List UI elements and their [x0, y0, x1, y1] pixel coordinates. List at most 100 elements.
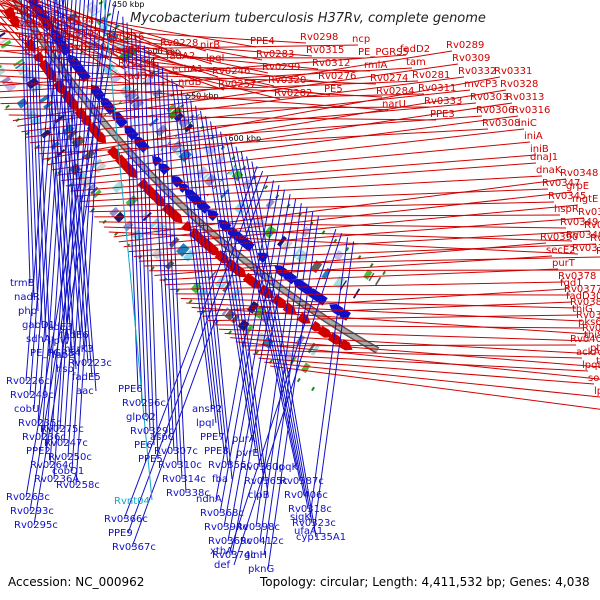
map-title: Mycobacterium tuberculosis H37Rv, comple…: [130, 11, 486, 26]
category-block: [40, 129, 51, 139]
reverse-gene-label: glnH: [244, 550, 267, 561]
reverse-leader-line: [263, 211, 314, 556]
track-marker: [5, 104, 10, 109]
category-block: [352, 288, 361, 299]
forward-gene: [9, 15, 20, 28]
forward-leader-line: [0, 44, 359, 52]
reverse-leader-line: [267, 216, 319, 570]
forward-gene-label: Rv0328: [500, 79, 538, 90]
reverse-leader-line: [58, 0, 89, 364]
track-marker: [369, 263, 374, 268]
forward-leader-line: [186, 302, 583, 322]
forward-leader-line: [4, 106, 431, 110]
reverse-leader-line: [37, 0, 69, 424]
category-block: [149, 218, 160, 229]
reverse-leader-line: [161, 67, 183, 480]
forward-gene-label: Rv0228: [160, 38, 198, 49]
reverse-gene-label: Rv0314c: [162, 474, 206, 485]
forward-leader-line: [224, 332, 597, 355]
forward-leader-line: [61, 128, 525, 182]
reverse-gene-label: Rv0236c: [22, 432, 66, 443]
reverse-leader-line: [25, 0, 111, 498]
forward-leader-line: [235, 341, 600, 380]
reverse-gene-label: ufaA1: [294, 526, 323, 537]
reverse-leader-line: [223, 189, 285, 528]
track-marker: [263, 185, 269, 190]
track-marker: [255, 349, 260, 355]
category-block: [125, 195, 139, 208]
forward-gene-label: Rv0303: [470, 92, 508, 103]
reverse-leader-line: [171, 78, 213, 410]
reverse-leader-line: [61, 0, 93, 378]
forward-gene-label: echA1: [172, 64, 203, 75]
forward-gene-label: iniC: [518, 118, 537, 129]
reverse-gene: [178, 183, 189, 193]
category-block: [109, 206, 120, 218]
track-marker: [188, 299, 193, 304]
forward-gene-label: Rv0306: [476, 105, 514, 116]
forward-gene-label: Rv0257: [218, 79, 256, 90]
reverse-gene-label: Rv0258c: [56, 480, 100, 491]
reverse-gene-label: Rv0356c: [208, 460, 252, 471]
forward-gene-label: fgd1: [560, 278, 583, 289]
reverse-gene-label: fba: [212, 474, 228, 485]
reverse-gene: [171, 175, 184, 188]
forward-gene-label: rmlA: [364, 60, 387, 71]
forward-gene-label: Rv0282: [274, 88, 312, 99]
forward-gene-label: Rv0183: [18, 32, 56, 43]
reverse-gene-label: trmB: [10, 278, 35, 289]
reverse-leader-line: [123, 166, 258, 520]
forward-gene-label: Rv0340: [566, 230, 600, 241]
track-marker: [98, 0, 104, 5]
forward-gene-label: Rv0313: [506, 92, 544, 103]
reverse-gene: [184, 188, 197, 201]
forward-gene-label: Rv0395: [582, 323, 600, 334]
forward-gene-label: mgtE: [572, 194, 598, 205]
reverse-leader-line: [157, 62, 179, 466]
reverse-gene-label: Rv0296c: [122, 398, 166, 409]
reverse-leader-line: [33, 10, 120, 526]
rna-gene-label: Rvnt04: [114, 496, 150, 507]
forward-leader-line: [36, 0, 113, 44]
category-block: [4, 80, 17, 93]
forward-gene-label: thiS: [584, 330, 600, 341]
reverse-gene-label: glpQ2: [126, 412, 156, 423]
forward-gene-label: Rv0246: [212, 66, 250, 77]
forward-leader-line: [6, 0, 213, 65]
reverse-leader-line: [259, 207, 308, 542]
reverse-gene-label: Rv0366c: [104, 514, 148, 525]
reverse-leader-line: [219, 184, 280, 514]
reverse-gene-label: PE6: [134, 440, 153, 451]
reverse-gene-label: lpqK: [276, 462, 298, 473]
label-leader-lines: [0, 0, 600, 570]
forward-leader-line: [252, 353, 589, 372]
forward-gene-label: nrdB: [178, 77, 202, 88]
reverse-gene-label: Rv0275c: [40, 424, 84, 435]
forward-leader-line: [164, 268, 559, 286]
reverse-gene-label: def: [214, 560, 231, 571]
reverse-gene-label: hsp: [56, 364, 74, 375]
reverse-gene-label: Rv0295c: [14, 520, 58, 531]
reverse-gene-label: fabG: [52, 350, 76, 361]
forward-gene-label: Rv0364: [596, 246, 600, 257]
reverse-leader-line: [220, 131, 269, 496]
category-block: [0, 32, 6, 38]
reverse-leader-line: [29, 4, 115, 512]
category-block: [296, 250, 309, 264]
reverse-leader-line: [152, 56, 175, 452]
reverse-gene-label: Rv0323c: [292, 518, 336, 529]
forward-gene-label: ackA: [576, 347, 600, 358]
forward-gene-label: fadD2: [400, 44, 430, 55]
reverse-gene-label: purA: [232, 434, 256, 445]
category-block: [196, 287, 208, 299]
category-block: [339, 280, 347, 291]
forward-gene-label: iniB: [530, 144, 549, 155]
forward-gene-label: ncp: [352, 34, 370, 45]
reverse-leader-line: [190, 100, 229, 466]
forward-gene-label: Rv0312: [312, 58, 350, 69]
forward-gene-label: Rv0348: [560, 168, 598, 179]
reverse-gene: [195, 199, 211, 214]
tick-label: 600 kbp: [228, 134, 261, 143]
forward-gene-label: Rv0347: [542, 178, 580, 189]
forward-leader-line: [29, 102, 477, 144]
